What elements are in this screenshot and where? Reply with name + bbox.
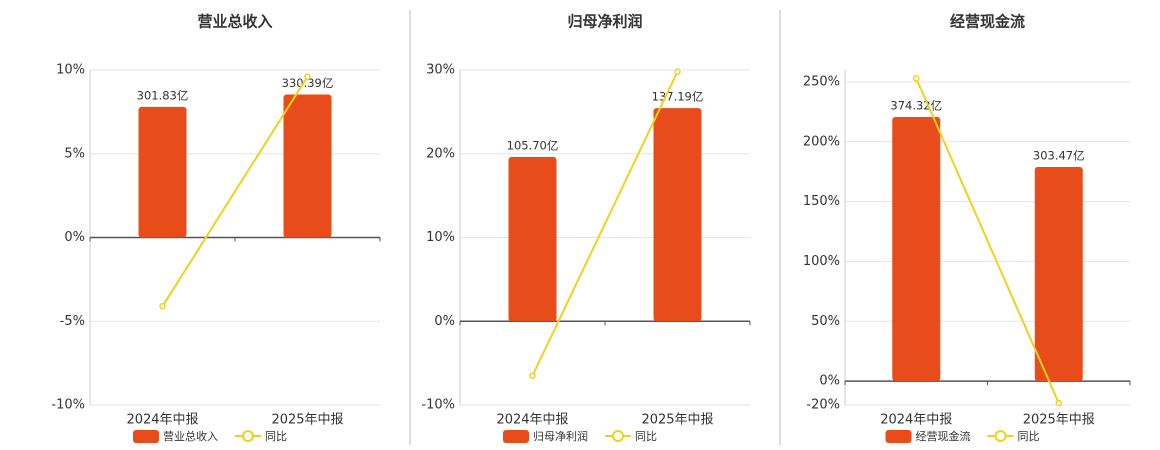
x-tick-label: 2025年中报: [641, 413, 713, 428]
x-tick-label: 2024年中报: [880, 413, 952, 428]
y-tick-label: 0%: [64, 230, 85, 245]
line-point: [674, 68, 681, 75]
data-label: 105.70亿: [507, 139, 559, 153]
legend-label: 同比: [1018, 430, 1040, 443]
line: [531, 71, 679, 377]
data-label: 301.83亿: [137, 88, 189, 102]
bar: [1034, 166, 1083, 382]
bar: [892, 117, 941, 382]
chart-title: 经营现金流: [950, 13, 1025, 31]
y-tick-label: 10%: [56, 63, 85, 78]
legend-label: 归母净利润: [533, 429, 588, 443]
y-tick-label: -10%: [421, 398, 455, 413]
bar: [508, 157, 557, 322]
legend-label: 同比: [265, 430, 287, 443]
legend-swatch: [242, 430, 254, 442]
line-point: [304, 73, 311, 80]
x-tick-label: 2024年中报: [126, 413, 198, 428]
x-tick-label: 2025年中报: [1023, 413, 1095, 428]
line: [915, 77, 1060, 404]
y-tick-label: -5%: [60, 314, 85, 329]
y-tick-label: 200%: [803, 134, 840, 149]
line-point: [529, 372, 536, 379]
y-tick-label: 100%: [803, 254, 840, 269]
line: [161, 76, 309, 307]
y-tick-label: -20%: [806, 398, 840, 413]
line-point: [1055, 399, 1062, 407]
y-tick-label: 0%: [434, 314, 455, 329]
legend-label: 同比: [635, 430, 657, 443]
legend-swatch: [885, 430, 912, 443]
legend-swatch: [503, 430, 529, 443]
y-tick-label: 30%: [426, 63, 455, 78]
x-tick-label: 2024年中报: [496, 413, 568, 428]
y-tick-label: 10%: [426, 230, 455, 245]
bar: [138, 106, 187, 238]
y-tick-label: -10%: [51, 398, 85, 413]
chart-title: 营业总收入: [197, 13, 272, 31]
y-tick-label: 0%: [819, 374, 840, 389]
line-point: [159, 302, 166, 310]
bar: [653, 108, 702, 322]
legend-label: 经营现金流: [916, 429, 971, 443]
data-label: 374.32亿: [890, 99, 942, 113]
legend-swatch: [612, 430, 624, 442]
y-tick-label: 250%: [803, 74, 840, 89]
chart-title: 归母净利润: [567, 13, 642, 31]
line-point: [913, 75, 920, 82]
y-tick-label: 50%: [811, 314, 840, 329]
bar: [283, 94, 332, 238]
data-label: 303.47亿: [1033, 148, 1085, 162]
data-label: 330.39亿: [282, 76, 334, 90]
y-tick-label: 150%: [803, 194, 840, 209]
y-tick-label: 20%: [426, 146, 455, 161]
y-tick-label: 5%: [64, 146, 85, 161]
legend-label: 营业总收入: [163, 429, 218, 443]
legend-swatch: [994, 430, 1007, 442]
legend-swatch: [133, 430, 159, 443]
data-label: 137.19亿: [652, 90, 704, 104]
x-tick-label: 2025年中报: [271, 413, 343, 428]
